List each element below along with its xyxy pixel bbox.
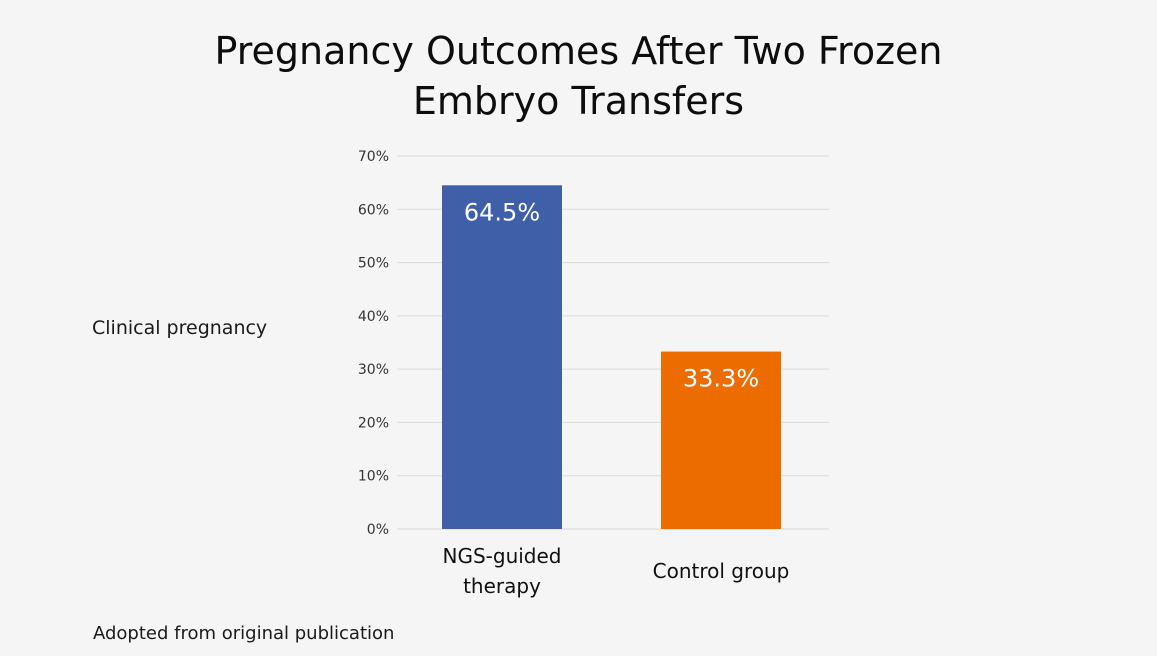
chart-title-line-2: Embryo Transfers (412, 79, 745, 123)
y-tick-label-50: 50% (358, 256, 389, 272)
y-tick-label-70: 70% (358, 149, 389, 165)
y-tick-label-20: 20% (358, 415, 389, 431)
category-label-0-0: NGS-guided (443, 544, 562, 568)
category-label-0-1: therapy (463, 574, 541, 598)
y-tick-label-60: 60% (358, 202, 389, 218)
footnote: Adopted from original publication (93, 623, 395, 644)
chart-title-line-1: Pregnancy Outcomes After Two Frozen (214, 29, 943, 73)
data-label-1: 33.3% (683, 365, 759, 393)
category-label-1-0: Control group (653, 559, 790, 583)
y-tick-label-40: 40% (358, 309, 389, 325)
bar-1 (661, 351, 781, 529)
data-label-0: 64.5% (464, 198, 540, 226)
bar-0 (442, 185, 562, 530)
y-axis-label: Clinical pregnancy (92, 317, 268, 339)
chart-title: Pregnancy Outcomes After Two Frozen Embr… (0, 26, 1157, 126)
y-tick-label-30: 30% (358, 362, 389, 378)
y-tick-label-0: 0% (367, 522, 389, 538)
y-tick-label-10: 10% (358, 469, 389, 485)
